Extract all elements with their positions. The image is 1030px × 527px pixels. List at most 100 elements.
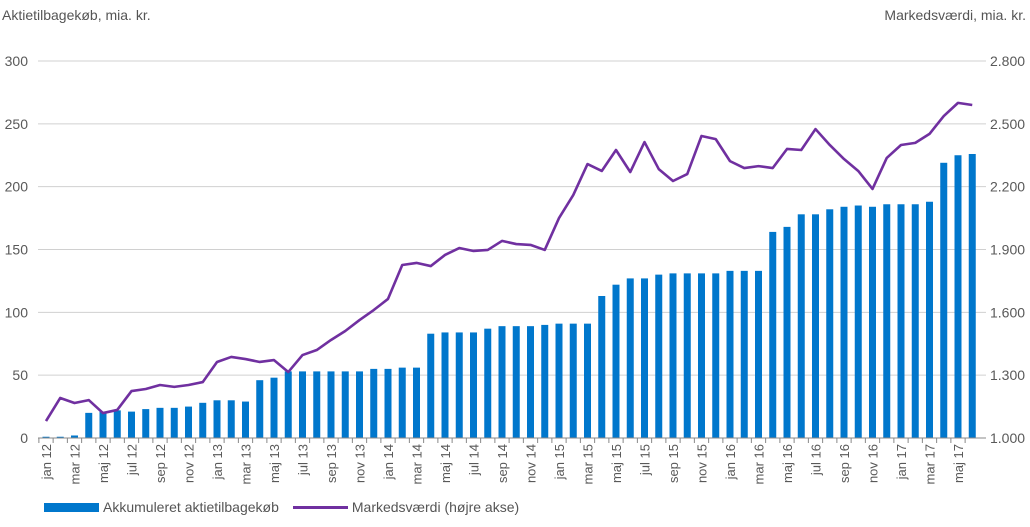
bar bbox=[712, 273, 720, 438]
legend: Akkumuleret aktietilbagekøb Markedsværdi… bbox=[44, 499, 519, 515]
bar bbox=[213, 400, 221, 438]
x-tick-label: jul 14 bbox=[467, 444, 482, 476]
bar bbox=[812, 214, 819, 438]
bar bbox=[797, 214, 805, 438]
x-tick-label: sep 14 bbox=[495, 444, 510, 483]
bar bbox=[897, 204, 905, 438]
bar bbox=[441, 332, 449, 438]
bar bbox=[470, 332, 477, 438]
x-tick-label: mar 13 bbox=[239, 444, 254, 484]
x-tick-label: maj 14 bbox=[438, 444, 453, 483]
bar bbox=[541, 324, 549, 438]
bar bbox=[598, 295, 606, 438]
bar bbox=[427, 333, 435, 438]
bar bbox=[128, 411, 135, 438]
legend-item-bars: Akkumuleret aktietilbagekøb bbox=[44, 499, 279, 515]
bar bbox=[612, 284, 620, 438]
bar bbox=[398, 367, 406, 438]
right-axis-title: Markedsværdi, mia. kr. bbox=[884, 7, 1026, 23]
x-tick-label: maj 12 bbox=[96, 444, 111, 483]
bar bbox=[413, 367, 420, 438]
bar bbox=[256, 380, 264, 438]
x-tick-label: sep 12 bbox=[153, 444, 168, 483]
x-tick-label: jul 16 bbox=[809, 444, 824, 476]
x-tick-label: nov 16 bbox=[866, 444, 881, 483]
bar bbox=[626, 278, 634, 438]
bar bbox=[883, 204, 891, 438]
bar bbox=[113, 410, 121, 438]
bar bbox=[783, 226, 791, 438]
x-tick-label: mar 16 bbox=[752, 444, 767, 484]
bar bbox=[954, 155, 962, 438]
bar bbox=[769, 231, 777, 438]
bar bbox=[669, 273, 677, 438]
bar bbox=[313, 371, 321, 438]
bar bbox=[698, 273, 705, 438]
bar bbox=[655, 274, 663, 438]
x-tick-label: nov 12 bbox=[182, 444, 197, 483]
bar bbox=[284, 371, 292, 438]
legend-item-line: Markedsværdi (højre akse) bbox=[292, 499, 519, 515]
x-tick-label: jul 13 bbox=[296, 444, 311, 476]
bar bbox=[99, 411, 107, 438]
bar bbox=[356, 371, 363, 438]
legend-bar-swatch bbox=[44, 502, 99, 512]
bar bbox=[71, 435, 78, 438]
right-tick-label: 1.900 bbox=[990, 242, 1025, 258]
x-tick-label: jan 16 bbox=[723, 444, 738, 480]
x-tick-label: mar 12 bbox=[68, 444, 83, 484]
bar bbox=[170, 407, 178, 438]
x-tick-label: nov 13 bbox=[353, 444, 368, 483]
x-tick-label: sep 13 bbox=[324, 444, 339, 483]
x-tick-label: jan 17 bbox=[894, 444, 909, 480]
x-tick-label: jan 14 bbox=[381, 444, 396, 480]
bar bbox=[327, 371, 335, 438]
x-tick-label: jan 12 bbox=[39, 444, 54, 480]
bar bbox=[755, 270, 762, 438]
bar bbox=[384, 368, 392, 438]
bar bbox=[455, 332, 463, 438]
bar bbox=[56, 436, 64, 438]
bar bbox=[683, 273, 691, 438]
left-tick-label: 50 bbox=[12, 367, 28, 383]
left-tick-label: 0 bbox=[20, 430, 28, 446]
x-tick-label: nov 15 bbox=[695, 444, 710, 483]
left-tick-label: 200 bbox=[5, 179, 29, 195]
bar bbox=[740, 270, 748, 438]
bar bbox=[199, 402, 207, 438]
bar bbox=[341, 371, 349, 438]
bar bbox=[242, 401, 249, 438]
x-tick-label: jul 12 bbox=[125, 444, 140, 476]
x-tick-label: jan 13 bbox=[210, 444, 225, 480]
bar bbox=[484, 328, 492, 438]
bar bbox=[185, 406, 192, 438]
bar bbox=[299, 371, 306, 438]
bar bbox=[370, 368, 378, 438]
right-tick-label: 2.200 bbox=[990, 179, 1025, 195]
bar bbox=[498, 326, 506, 438]
left-tick-label: 100 bbox=[5, 304, 29, 320]
bar bbox=[726, 270, 734, 438]
x-tick-label: maj 15 bbox=[609, 444, 624, 483]
x-tick-label: sep 16 bbox=[837, 444, 852, 483]
bar bbox=[840, 206, 848, 438]
x-tick-label: maj 17 bbox=[951, 444, 966, 483]
left-axis-title: Aktietilbagekøb, mia. kr. bbox=[2, 7, 151, 23]
left-tick-label: 300 bbox=[5, 53, 29, 69]
legend-line-swatch bbox=[292, 505, 348, 509]
x-tick-label: sep 15 bbox=[666, 444, 681, 483]
right-tick-label: 1.300 bbox=[990, 367, 1025, 383]
x-tick-label: maj 16 bbox=[780, 444, 795, 483]
x-tick-label: jul 15 bbox=[638, 444, 653, 476]
bar bbox=[826, 209, 834, 438]
right-tick-label: 1.600 bbox=[990, 304, 1025, 320]
x-tick-label: nov 14 bbox=[524, 444, 539, 483]
x-tick-label: maj 13 bbox=[267, 444, 282, 483]
bar bbox=[512, 326, 520, 438]
left-tick-label: 250 bbox=[5, 116, 29, 132]
bar bbox=[85, 412, 93, 438]
bar bbox=[940, 162, 948, 439]
x-tick-label: mar 17 bbox=[923, 444, 938, 484]
